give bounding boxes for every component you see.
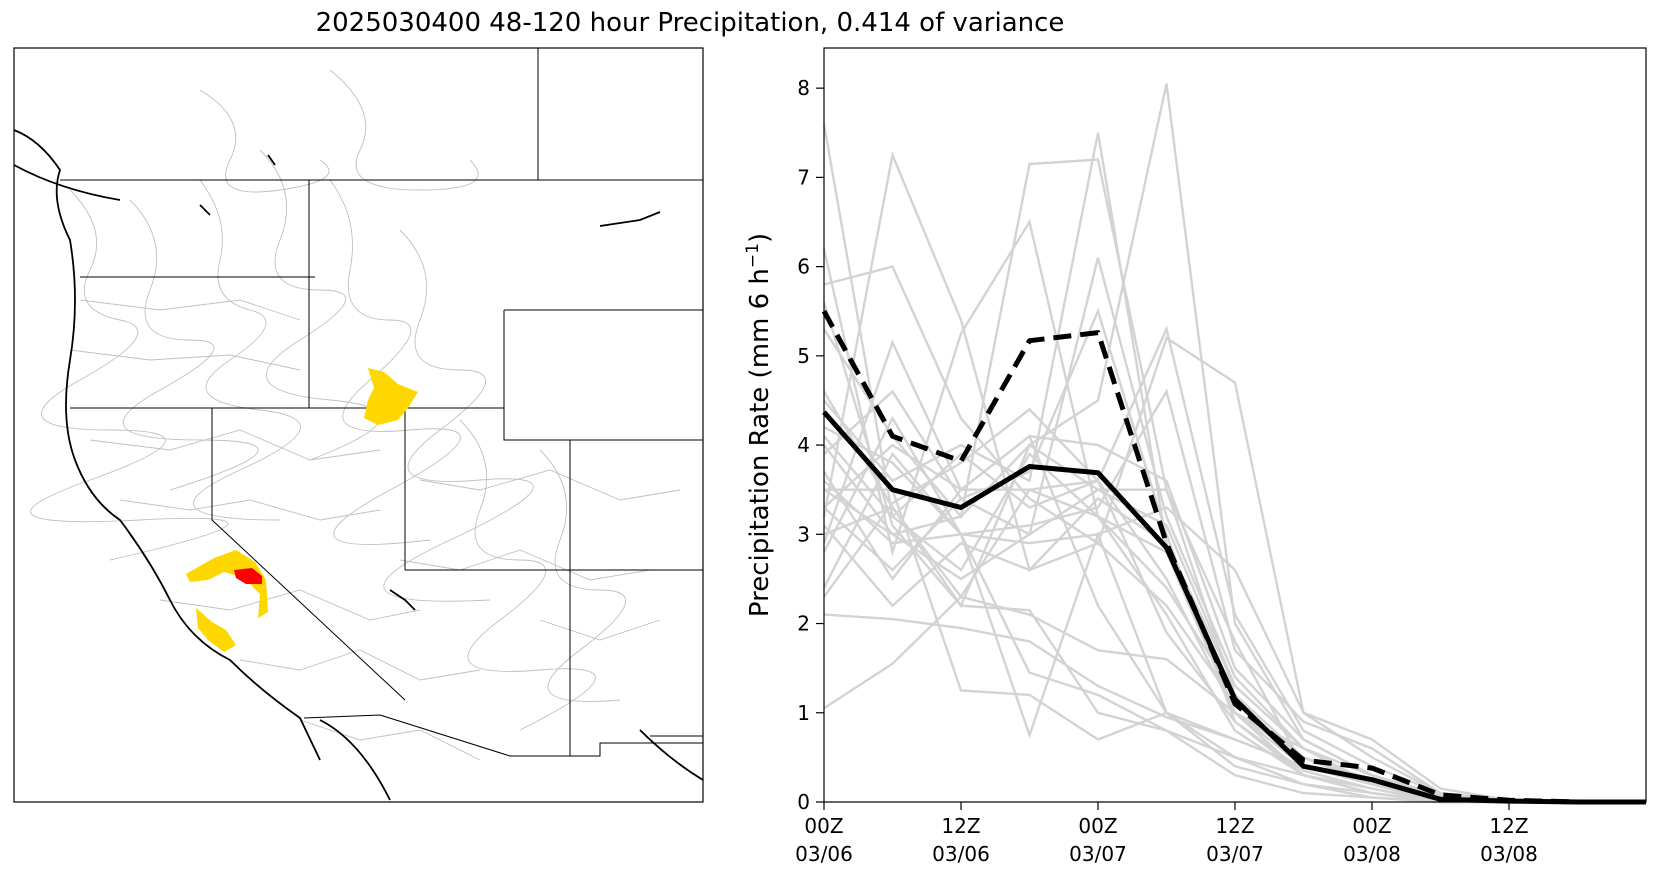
x-tick-label-date: 03/07 <box>1069 842 1127 866</box>
figure-title: 2025030400 48-120 hour Precipitation, 0.… <box>315 8 1065 38</box>
x-tick-label-time: 00Z <box>1352 814 1391 838</box>
chart-panel: 0 1 2 3 4 5 6 7 8 00Z 03/06 12Z 03/06 00Z 03/07 12Z 03/… <box>743 47 1647 866</box>
basin-highlight-yellow-1 <box>364 368 418 425</box>
map-frame <box>13 47 704 803</box>
y-axis-label: Precipitation Rate (mm 6 h−1) <box>743 233 775 617</box>
x-tick-label-time: 12Z <box>1215 814 1254 838</box>
series-layer <box>821 309 1646 805</box>
x-tick-label-time: 12Z <box>1489 814 1528 838</box>
basin-highlight-yellow-2 <box>186 550 268 618</box>
y-tick-label: 0 <box>797 790 810 814</box>
basin-highlight-yellow-3 <box>196 608 236 652</box>
y-axis: 0 1 2 3 4 5 6 7 8 <box>797 76 824 814</box>
basin-outlines <box>30 69 681 761</box>
x-axis: 00Z 03/06 12Z 03/06 00Z 03/07 12Z 03/07 00Z 03/08… <box>795 802 1538 866</box>
y-tick-label: 7 <box>797 165 810 189</box>
chart-frame <box>823 47 1647 803</box>
x-tick-label-date: 03/07 <box>1206 842 1264 866</box>
y-tick-label: 5 <box>797 344 810 368</box>
x-tick-label-time: 00Z <box>1078 814 1117 838</box>
x-tick-label-date: 03/06 <box>932 842 990 866</box>
x-tick-label-time: 00Z <box>804 814 843 838</box>
x-tick-label-date: 03/08 <box>1480 842 1538 866</box>
y-tick-label: 6 <box>797 255 810 279</box>
x-tick-label-time: 12Z <box>941 814 980 838</box>
x-tick-label-date: 03/08 <box>1343 842 1401 866</box>
y-tick-label: 4 <box>797 433 810 457</box>
basin-highlight-red <box>234 568 262 584</box>
y-tick-label: 3 <box>797 522 810 546</box>
state-borders <box>60 48 704 757</box>
y-tick-label: 1 <box>797 701 810 725</box>
map-panel <box>13 47 704 803</box>
y-tick-label: 2 <box>797 612 810 636</box>
y-tick-label: 8 <box>797 76 810 100</box>
x-tick-label-date: 03/06 <box>795 842 853 866</box>
coastline <box>13 129 704 801</box>
dashed-series-line <box>821 309 1646 805</box>
